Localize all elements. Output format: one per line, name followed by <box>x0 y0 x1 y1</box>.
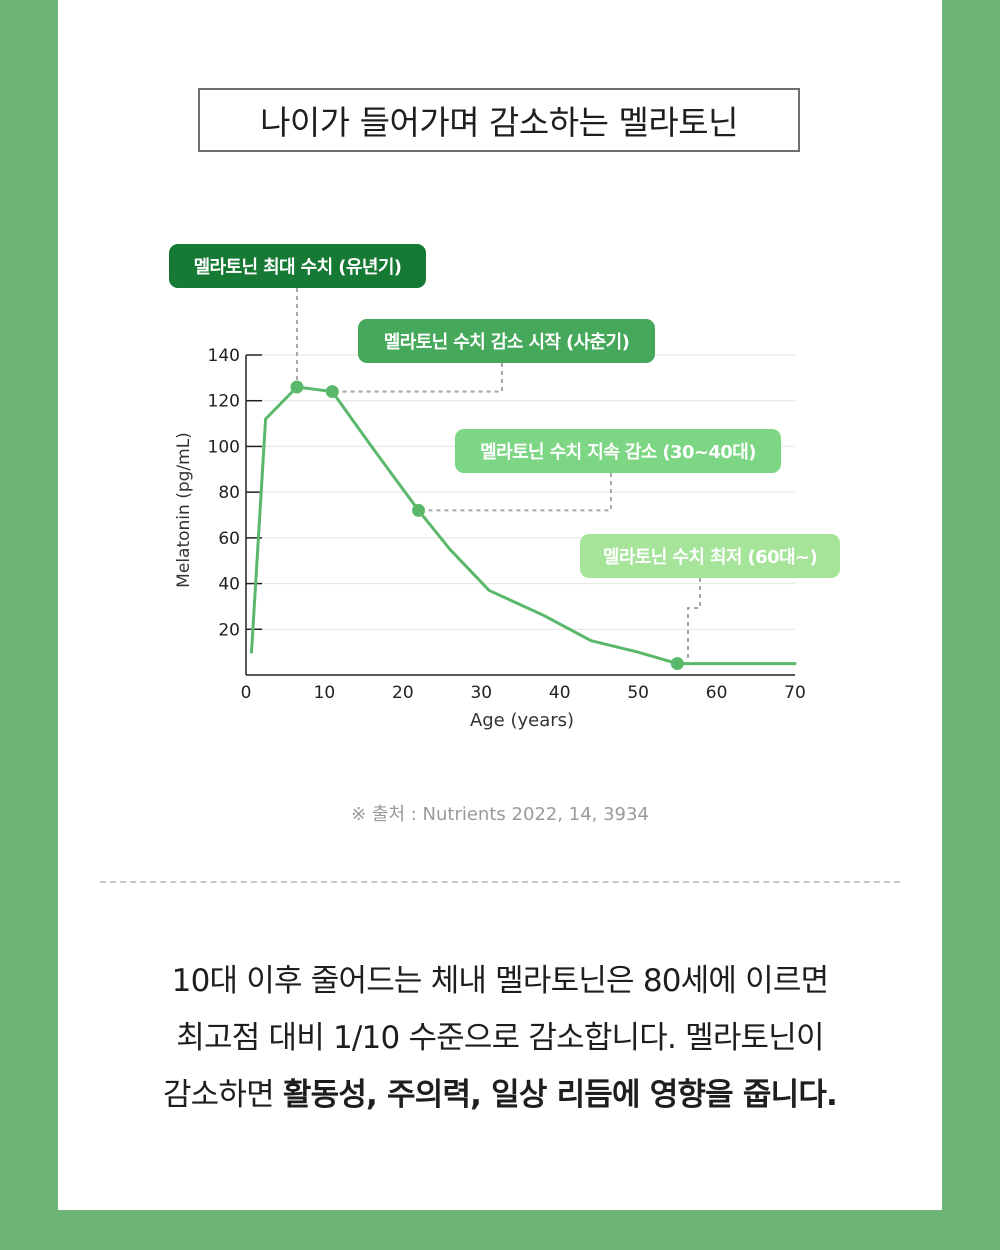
chart-ticks: 20 40 60 80 100 120 140 0 10 20 30 40 50 60 70 <box>208 346 806 703</box>
body-text-line-1: 10대 이후 줄어드는 체내 멜라토닌은 80세에 이르면 <box>171 963 830 999</box>
y-tick-label: 40 <box>218 575 240 595</box>
x-axis-label: Age (years) <box>470 710 574 731</box>
x-tick-label: 70 <box>784 683 806 703</box>
callout-peak: 멜라토닌 최대 수치 (유년기) <box>169 244 426 288</box>
connector-decline-start <box>332 363 503 393</box>
x-tick-label: 60 <box>706 683 728 703</box>
x-tick-label: 40 <box>549 683 571 703</box>
y-tick-label: 120 <box>208 392 240 412</box>
x-tick-label: 50 <box>627 683 649 703</box>
page-title: 나이가 들어가며 감소하는 멜라토닌 <box>198 88 800 152</box>
x-tick-label: 20 <box>392 683 414 703</box>
highlight-point-2 <box>325 385 339 399</box>
source-note: ※ 출처 : Nutrients 2022, 14, 3934 <box>351 804 649 825</box>
y-tick-label: 100 <box>208 437 240 457</box>
y-tick-label: 140 <box>208 346 240 366</box>
callout-decline-start: 멜라토닌 수치 감소 시작 (사춘기) <box>358 319 655 363</box>
body-text-line-3: 감소하면 활동성, 주의력, 일상 리듬에 영향을 줍니다. <box>0 1069 1000 1114</box>
x-tick-label: 30 <box>470 683 492 703</box>
highlight-point-3 <box>412 503 426 517</box>
callout-connectors <box>295 288 701 664</box>
y-tick-label: 80 <box>218 483 240 503</box>
melatonin-chart: 20 40 60 80 100 120 140 0 10 20 30 40 50 60 70 Age (ye… <box>174 288 806 731</box>
y-axis-label: Melatonin (pg/mL) <box>174 432 194 588</box>
highlight-point-4 <box>670 657 684 671</box>
dashed-divider <box>100 881 900 883</box>
chart-axes <box>245 355 795 676</box>
x-tick-label: 0 <box>241 683 252 703</box>
callout-steady-decline: 멜라토닌 수치 지속 감소 (30~40대) <box>455 429 781 473</box>
y-tick-label: 60 <box>218 529 240 549</box>
body-text-line-3-bold: 활동성, 주의력, 일상 리듬에 영향을 줍니다. <box>282 1077 838 1113</box>
body-text-line-3-plain: 감소하면 <box>162 1077 283 1113</box>
connector-lowest <box>687 578 701 664</box>
highlight-point-1 <box>290 380 304 394</box>
chart-highlight-points <box>290 380 684 671</box>
y-tick-label: 20 <box>218 620 240 640</box>
body-text-line-2: 최고점 대비 1/10 수준으로 감소합니다. 멜라토닌이 <box>176 1020 824 1056</box>
content-card <box>58 0 942 1210</box>
callout-lowest: 멜라토닌 수치 최저 (60대~) <box>580 534 840 578</box>
x-tick-label: 10 <box>314 683 336 703</box>
